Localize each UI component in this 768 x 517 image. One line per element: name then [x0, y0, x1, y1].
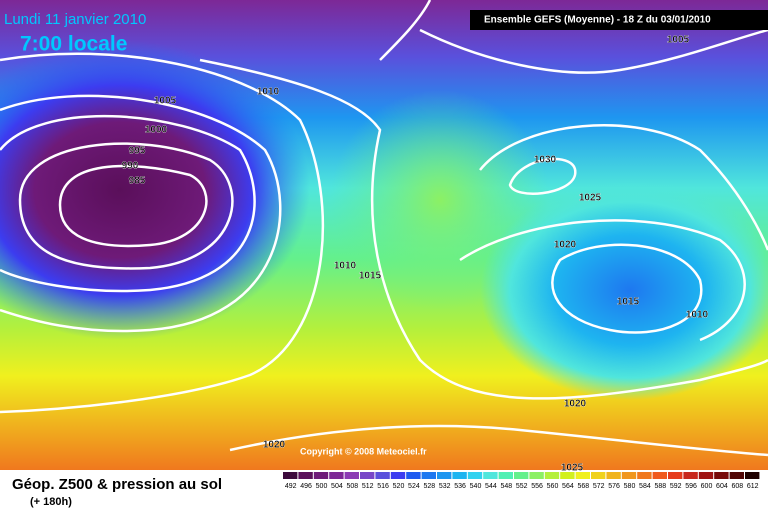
colorbar-label: 608 [731, 483, 743, 490]
colorbar-label: 548 [500, 483, 512, 490]
isobar-label: 1015 [359, 271, 382, 282]
time-label: 7:00 locale [20, 33, 127, 56]
colorbar-label: 536 [454, 483, 466, 490]
low-pressure-field [0, 40, 310, 340]
colorbar-label: 572 [593, 483, 605, 490]
colorbar-label: 576 [608, 483, 620, 490]
isobar-label: 990 [122, 161, 139, 172]
colorbar-swatch [406, 472, 421, 479]
colorbar-label: 508 [346, 483, 358, 490]
colorbar-swatch [544, 472, 560, 479]
colorbar-label: 612 [747, 483, 759, 490]
isobar-label: 1005 [154, 96, 177, 107]
date-label: Lundi 11 janvier 2010 [4, 11, 146, 28]
colorbar-label: 516 [377, 483, 389, 490]
colorbar-label: 500 [316, 483, 328, 490]
colorbar-label: 504 [331, 483, 343, 490]
colorbar-label: 580 [624, 483, 636, 490]
isobar-label: 1025 [561, 463, 584, 474]
lead-time: (+ 180h) [30, 496, 72, 508]
isobar-label: 1010 [257, 87, 280, 98]
isobar-label: 1000 [145, 125, 168, 136]
colorbar-label: 532 [439, 483, 451, 490]
colorbar-swatch [668, 472, 683, 479]
colorbar-swatch [390, 472, 406, 479]
isobar-label: 1015 [617, 297, 640, 308]
colorbar-swatch [606, 472, 621, 479]
colorbar-swatch [437, 472, 452, 479]
isobar-label: 985 [129, 176, 146, 187]
isobar-label: 1025 [579, 193, 602, 204]
run-label: Ensemble GEFS (Moyenne) - 18 Z du 03/01/… [484, 15, 711, 26]
colorbar-swatch [683, 472, 698, 479]
colorbar-swatch [360, 472, 375, 479]
colorbar-swatch [714, 472, 729, 479]
isobar-label: 1005 [667, 35, 690, 46]
run-banner [470, 10, 768, 30]
colorbar-label: 528 [423, 483, 435, 490]
colorbar-label: 592 [670, 483, 682, 490]
isobar-label: 1010 [334, 261, 357, 272]
colorbar-label: 588 [654, 483, 666, 490]
footer-title: Géop. Z500 & pression au sol [12, 476, 222, 493]
isobar-label: 1010 [686, 310, 709, 321]
colorbar-label: 524 [408, 483, 420, 490]
colorbar-label: 584 [639, 483, 651, 490]
colorbar-label: 496 [300, 483, 312, 490]
colorbar-swatch [621, 472, 637, 479]
trough-field [480, 180, 768, 400]
colorbar-label: 512 [362, 483, 374, 490]
isobar-label: 1020 [564, 399, 587, 410]
colorbar-swatch [467, 472, 483, 479]
colorbar-swatch [698, 472, 714, 479]
colorbar-swatch [498, 472, 513, 479]
colorbar-swatch [313, 472, 329, 479]
colorbar-swatch [514, 472, 529, 479]
colorbar-swatch [452, 472, 467, 479]
colorbar-label: 540 [470, 483, 482, 490]
colorbar-swatch [652, 472, 667, 479]
colorbar-label: 544 [485, 483, 497, 490]
colorbar-label: 520 [393, 483, 405, 490]
colorbar-swatch [329, 472, 344, 479]
isobar-label: 1020 [554, 240, 577, 251]
colorbar-swatch [421, 472, 436, 479]
colorbar-label: 604 [716, 483, 728, 490]
colorbar-label: 600 [701, 483, 713, 490]
colorbar-swatch [745, 472, 760, 479]
colorbar-label: 596 [685, 483, 697, 490]
isobar-label: 1020 [263, 440, 286, 451]
colorbar-swatch [283, 472, 298, 479]
colorbar-swatch [375, 472, 390, 479]
colorbar-swatch [729, 472, 744, 479]
colorbar-label: 560 [547, 483, 559, 490]
colorbar-swatch [529, 472, 544, 479]
isobar-label: 995 [129, 146, 146, 157]
colorbar-swatch [591, 472, 606, 479]
colorbar-swatch [298, 472, 313, 479]
colorbar-label: 568 [577, 483, 589, 490]
colorbar-label: 492 [285, 483, 297, 490]
colorbar-swatch [637, 472, 652, 479]
colorbar-label: 564 [562, 483, 574, 490]
colorbar-label: 556 [531, 483, 543, 490]
colorbar-swatch [344, 472, 359, 479]
colorbar-label: 552 [516, 483, 528, 490]
colorbar-swatch [560, 472, 575, 479]
colorbar-swatch [575, 472, 590, 479]
colorbar-swatch [483, 472, 498, 479]
isobars [0, 0, 768, 455]
isobar-label: 1030 [534, 155, 557, 166]
copyright: Copyright © 2008 Meteociel.fr [300, 446, 427, 456]
